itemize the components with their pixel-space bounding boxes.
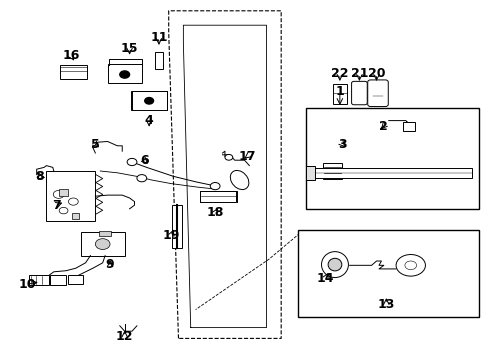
- Bar: [171, 205, 182, 248]
- Ellipse shape: [321, 252, 347, 278]
- Text: 8: 8: [35, 170, 43, 183]
- Text: 6: 6: [140, 154, 148, 167]
- Bar: [107, 64, 142, 83]
- Bar: [310, 168, 471, 178]
- Text: 14: 14: [316, 273, 333, 285]
- Text: 5: 5: [91, 138, 100, 150]
- Circle shape: [68, 198, 78, 205]
- Text: 1: 1: [335, 85, 344, 98]
- Bar: [50, 275, 65, 285]
- Circle shape: [53, 190, 64, 198]
- Bar: [60, 65, 87, 79]
- Circle shape: [127, 158, 137, 166]
- Text: 10: 10: [18, 278, 36, 291]
- Text: 13: 13: [377, 298, 394, 311]
- Text: 9: 9: [105, 258, 114, 271]
- Text: 11: 11: [150, 31, 167, 44]
- Bar: [305, 166, 314, 180]
- Bar: [131, 91, 167, 110]
- Bar: [68, 274, 83, 284]
- Bar: [323, 163, 341, 179]
- Text: 2: 2: [379, 120, 387, 132]
- Bar: [81, 232, 124, 256]
- Text: 3: 3: [337, 138, 346, 150]
- Text: 12: 12: [116, 330, 133, 343]
- Bar: [332, 84, 346, 104]
- FancyBboxPatch shape: [367, 80, 387, 107]
- Bar: [298, 230, 478, 317]
- FancyBboxPatch shape: [351, 81, 366, 105]
- Bar: [402, 122, 415, 131]
- Bar: [72, 213, 79, 219]
- Text: 19: 19: [162, 229, 180, 242]
- Ellipse shape: [230, 170, 248, 190]
- Ellipse shape: [327, 258, 341, 271]
- Circle shape: [210, 183, 220, 190]
- Text: 22: 22: [330, 67, 348, 80]
- Circle shape: [144, 98, 153, 104]
- Bar: [305, 108, 478, 209]
- Text: 17: 17: [238, 150, 255, 163]
- Text: 7: 7: [52, 199, 61, 212]
- Circle shape: [224, 154, 232, 160]
- Text: 20: 20: [367, 67, 385, 80]
- Circle shape: [137, 175, 146, 182]
- Text: 16: 16: [62, 49, 80, 62]
- Circle shape: [404, 261, 416, 270]
- Circle shape: [120, 71, 129, 78]
- Text: 18: 18: [206, 206, 224, 219]
- Text: 21: 21: [350, 67, 367, 80]
- Bar: [46, 171, 95, 221]
- Bar: [154, 52, 163, 69]
- Circle shape: [95, 239, 110, 249]
- Circle shape: [59, 207, 68, 214]
- Bar: [59, 189, 68, 196]
- Text: 4: 4: [144, 114, 153, 127]
- Bar: [29, 275, 49, 285]
- Text: 15: 15: [121, 42, 138, 55]
- Bar: [200, 191, 236, 202]
- Bar: [99, 231, 111, 236]
- Circle shape: [395, 255, 425, 276]
